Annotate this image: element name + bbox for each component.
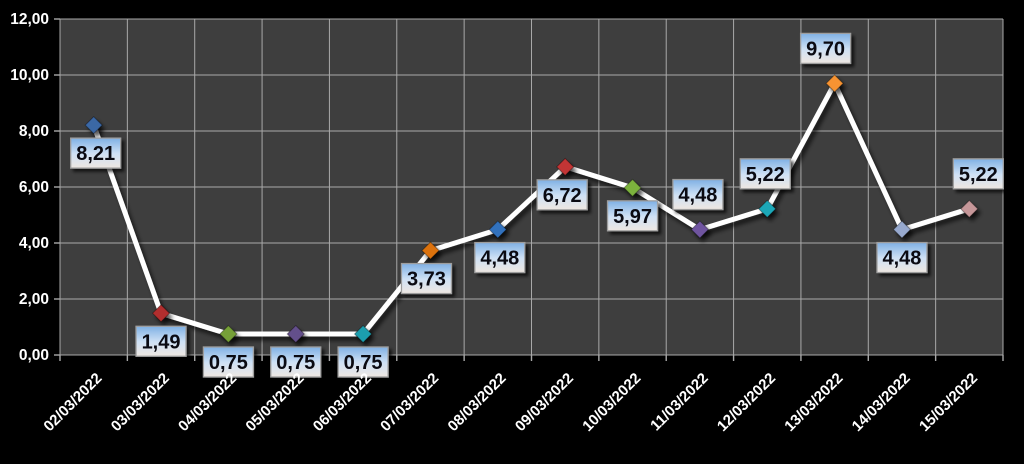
x-axis-label: 05/03/2022 bbox=[242, 370, 307, 435]
data-label-box bbox=[606, 200, 659, 232]
x-axis-label: 07/03/2022 bbox=[377, 370, 442, 435]
data-point-marker bbox=[690, 220, 710, 239]
y-axis-label: 8,00 bbox=[19, 123, 49, 140]
data-label-box bbox=[799, 32, 852, 65]
data-label: 0,75 bbox=[202, 346, 255, 378]
data-point-marker bbox=[555, 157, 575, 177]
x-axis-label: 10/03/2022 bbox=[579, 370, 644, 435]
data-label-value: 0,75 bbox=[276, 352, 315, 374]
data-point-marker bbox=[421, 241, 440, 260]
data-label-box bbox=[270, 346, 322, 378]
data-label-box bbox=[876, 241, 928, 274]
data-point-marker bbox=[151, 304, 171, 323]
x-axis-label: 13/03/2022 bbox=[781, 370, 846, 435]
data-point-markers bbox=[84, 74, 979, 344]
data-label-box bbox=[202, 346, 255, 378]
data-point-marker bbox=[353, 324, 373, 344]
data-label: 0,75 bbox=[337, 346, 389, 378]
data-point-marker bbox=[219, 324, 238, 344]
data-label-value: 5,22 bbox=[959, 164, 998, 186]
data-point-marker bbox=[960, 199, 979, 219]
data-label-value: 4,48 bbox=[678, 185, 717, 207]
x-axis-label: 11/03/2022 bbox=[647, 370, 712, 435]
x-axis-label: 03/03/2022 bbox=[108, 370, 173, 435]
data-labels: 8,21 1,49 0,75 0,75 0,75 3,73 4,48 6,72 5,97 4,48… bbox=[70, 32, 1004, 378]
data-label: 9,70 bbox=[799, 32, 852, 65]
data-label-box bbox=[952, 158, 1004, 190]
data-label: 5,22 bbox=[952, 158, 1004, 190]
data-label-value: 9,70 bbox=[806, 38, 845, 60]
data-label: 5,97 bbox=[606, 200, 659, 232]
x-axis-labels: 02/03/2022 03/03/2022 04/03/2022 05/03/2022… bbox=[40, 370, 981, 435]
data-label-box bbox=[474, 241, 526, 274]
x-axis-label: 12/03/2022 bbox=[714, 370, 779, 435]
data-point-marker bbox=[825, 74, 844, 93]
data-point-marker bbox=[623, 178, 642, 198]
data-point-marker bbox=[84, 115, 103, 135]
y-axis-label: 2,00 bbox=[19, 291, 49, 308]
data-label-value: 4,48 bbox=[882, 248, 921, 270]
data-label: 1,49 bbox=[135, 325, 187, 357]
data-point-marker bbox=[286, 324, 305, 344]
data-label-value: 8,21 bbox=[76, 143, 115, 165]
data-label-box bbox=[400, 262, 453, 295]
data-label-value: 6,72 bbox=[543, 185, 582, 207]
y-axis-label: 0,00 bbox=[19, 347, 49, 364]
x-axis-label: 04/03/2022 bbox=[175, 370, 240, 435]
data-label: 4,48 bbox=[474, 241, 526, 274]
data-label-box bbox=[536, 179, 588, 211]
data-label-value: 0,75 bbox=[209, 352, 248, 374]
data-label: 8,21 bbox=[70, 137, 122, 169]
x-axis-label: 06/03/2022 bbox=[310, 370, 375, 435]
data-label-value: 4,48 bbox=[480, 248, 519, 270]
x-axis-label: 09/03/2022 bbox=[512, 370, 577, 435]
data-label: 4,48 bbox=[672, 178, 724, 211]
x-axis-label: 14/03/2022 bbox=[849, 370, 914, 435]
x-axis-label: 02/03/2022 bbox=[40, 370, 105, 435]
data-label: 5,22 bbox=[739, 158, 791, 190]
data-label-value: 1,49 bbox=[142, 331, 181, 353]
data-label-value: 0,75 bbox=[344, 352, 383, 374]
y-axis-labels: 0,00 2,00 4,00 6,00 8,00 10,00 12,00 bbox=[10, 11, 49, 364]
x-axis-label: 08/03/2022 bbox=[445, 370, 510, 435]
data-point-marker bbox=[892, 220, 912, 239]
data-label-box bbox=[337, 346, 389, 378]
data-label-box bbox=[739, 158, 791, 190]
data-point-marker bbox=[758, 199, 777, 219]
x-axis-label: 15/03/2022 bbox=[916, 370, 981, 435]
data-label-box bbox=[135, 325, 187, 357]
data-label-value: 5,97 bbox=[613, 206, 652, 228]
data-label-value: 3,73 bbox=[407, 269, 446, 291]
y-axis-label: 10,00 bbox=[10, 67, 49, 84]
data-label: 4,48 bbox=[876, 241, 928, 274]
data-label: 0,75 bbox=[270, 346, 322, 378]
axis-ticks bbox=[54, 18, 1004, 361]
data-label-box bbox=[70, 137, 122, 169]
y-axis-label: 4,00 bbox=[19, 235, 49, 252]
y-axis-label: 12,00 bbox=[10, 11, 49, 28]
data-label-value: 5,22 bbox=[746, 164, 785, 186]
data-label: 6,72 bbox=[536, 179, 588, 211]
series-line bbox=[91, 80, 972, 337]
data-label-box bbox=[672, 178, 724, 211]
data-point-marker bbox=[488, 220, 508, 239]
data-label: 3,73 bbox=[400, 262, 453, 295]
y-axis-label: 6,00 bbox=[19, 179, 49, 196]
